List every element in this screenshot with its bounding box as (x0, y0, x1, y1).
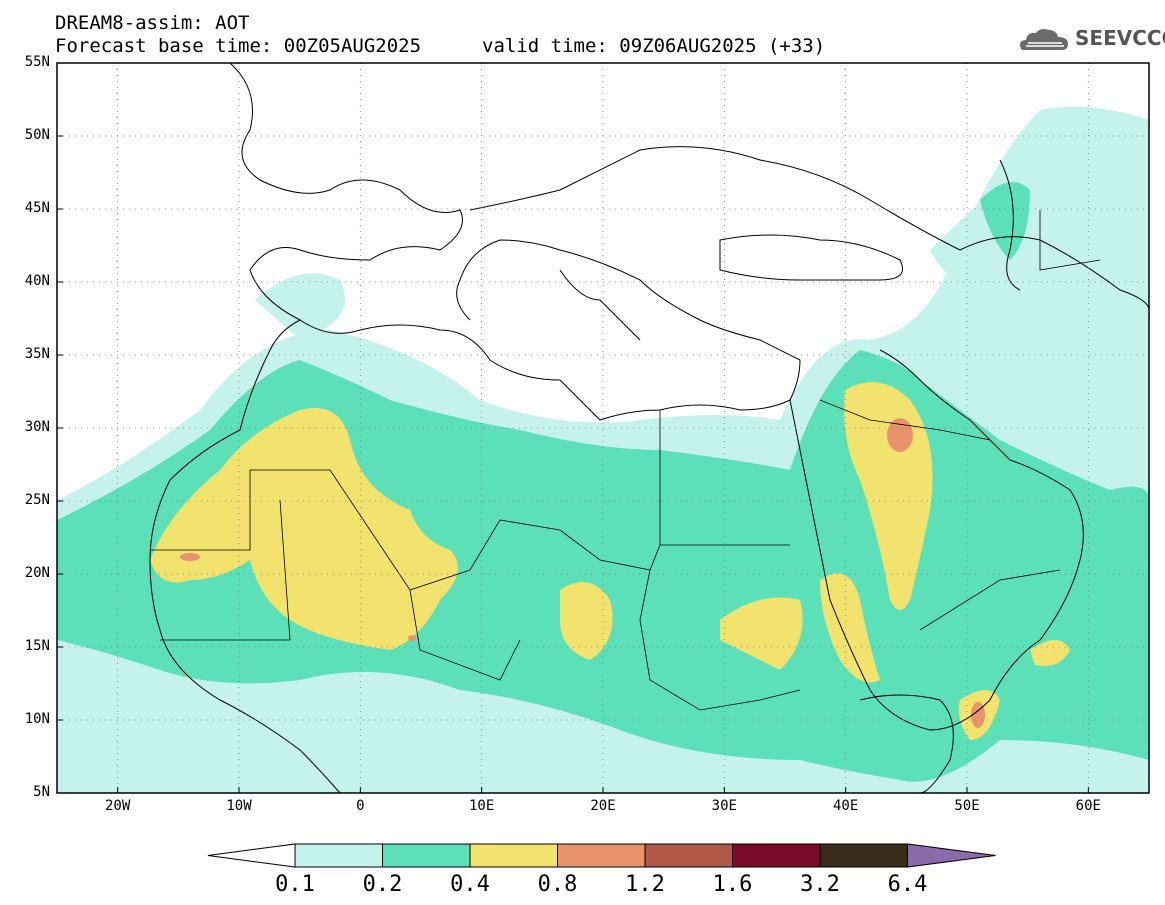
aot-band-0.2-caspian (980, 182, 1030, 260)
axis-ticks (57, 62, 1089, 794)
lat-label-25N: 25N (24, 492, 50, 508)
aot-band-0.8-niger (408, 635, 416, 641)
colorbar-label-0.8: 0.8 (537, 872, 578, 897)
lat-label-40N: 40N (24, 273, 50, 289)
forecast-base-time: Forecast base time: 00Z05AUG2025 (55, 35, 422, 57)
gridlines (57, 63, 1149, 793)
lon-label-40E: 40E (833, 798, 859, 814)
aot-band-0.4-sudan (720, 597, 803, 670)
map-title: DREAM8-assim: AOT (55, 12, 250, 34)
aot-band-0.4-redsea (820, 573, 880, 683)
colorbar-label-1.2: 1.2 (625, 872, 665, 897)
lat-label-15N: 15N (24, 638, 50, 654)
colorbar-swatch-6 (732, 843, 821, 868)
colorbar-label-0.4: 0.4 (450, 872, 490, 897)
colorbar-swatch-3 (469, 843, 558, 868)
colorbar-swatch-7 (819, 843, 908, 868)
aot-band-0.1-iberia (255, 273, 345, 340)
cloud-icon (1020, 29, 1068, 50)
colorbar-swatch-1 (294, 843, 383, 868)
aot-band-0.4-chad (560, 582, 613, 660)
aot-band-0.4-sahara (150, 408, 458, 650)
lat-label-55N: 55N (24, 54, 50, 70)
valid-time: valid time: 09Z06AUG2025 (+33) (482, 35, 826, 57)
colorbar-label-0.2: 0.2 (362, 872, 403, 897)
colorbar-swatch-4 (557, 843, 646, 868)
lat-label-30N: 30N (24, 419, 50, 435)
lon-label-20E: 20E (590, 798, 616, 814)
lon-label-20W: 20W (105, 798, 131, 814)
lat-label-35N: 35N (24, 346, 50, 362)
lat-label-5N: 5N (33, 784, 50, 800)
colorbar-low-arrow (207, 843, 296, 868)
lon-label-60E: 60E (1075, 798, 1101, 814)
coastlines (149, 63, 1149, 793)
lon-label-50E: 50E (954, 798, 980, 814)
lon-label-0: 0 (356, 798, 365, 814)
lat-label-50N: 50N (24, 127, 50, 143)
aot-band-0.8-mauritania (180, 553, 200, 561)
colorbar-label-6.4: 6.4 (887, 872, 928, 897)
lat-label-45N: 45N (24, 200, 50, 216)
lon-label-30E: 30E (711, 798, 737, 814)
logo-text: SEEVCCC (1075, 26, 1165, 50)
lon-label-10W: 10W (226, 798, 252, 814)
colorbar-swatch-5 (644, 843, 733, 868)
aot-band-0.4-oman (1030, 640, 1070, 666)
colorbar-label-1.6: 1.6 (712, 872, 753, 897)
country-borders (150, 210, 1101, 711)
lon-label-10E: 10E (469, 798, 495, 814)
colorbar-label-3.2: 3.2 (800, 872, 840, 897)
colorbar-swatch-2 (382, 843, 471, 868)
colorbar-high-arrow (907, 843, 996, 868)
colorbar-label-0.1: 0.1 (275, 872, 315, 897)
lat-label-10N: 10N (24, 711, 50, 727)
lat-label-20N: 20N (24, 565, 50, 581)
aot-band-0.8-iraq (887, 418, 913, 452)
